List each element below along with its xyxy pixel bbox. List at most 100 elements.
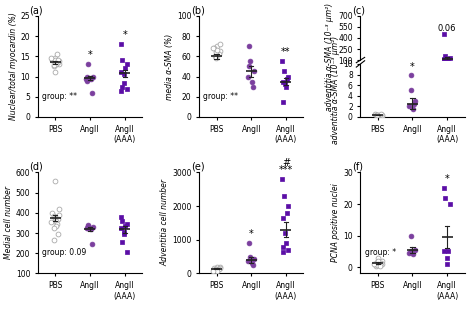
Point <box>89 225 96 230</box>
Point <box>249 84 257 89</box>
Point <box>373 113 381 118</box>
Point <box>84 224 92 229</box>
Point <box>283 76 291 81</box>
Point <box>407 88 415 93</box>
Point <box>118 218 126 224</box>
Text: *: * <box>122 30 127 40</box>
Point <box>84 62 92 67</box>
Point <box>440 186 447 191</box>
Point <box>377 261 384 266</box>
Point <box>441 195 449 200</box>
Point <box>410 107 417 112</box>
Point <box>246 241 253 246</box>
Point <box>123 221 131 226</box>
Point <box>377 112 384 117</box>
Point <box>411 65 419 70</box>
Point <box>211 54 219 59</box>
Point <box>373 263 380 268</box>
Text: group: **: group: ** <box>42 92 77 101</box>
Point <box>118 240 126 245</box>
Point <box>121 66 129 71</box>
Point <box>52 218 59 224</box>
Point <box>282 84 290 89</box>
Point <box>407 233 414 238</box>
Point <box>212 56 219 61</box>
Point <box>52 224 59 229</box>
Point <box>280 69 288 74</box>
Point <box>246 254 253 259</box>
Point <box>378 112 385 117</box>
Point <box>244 74 252 79</box>
Point <box>248 79 256 84</box>
Point <box>54 52 61 57</box>
Point <box>54 57 62 62</box>
Point <box>443 58 450 63</box>
Point <box>410 251 417 256</box>
Point <box>210 266 218 271</box>
Point <box>378 65 385 70</box>
Text: (b): (b) <box>191 5 205 15</box>
Point <box>279 59 286 64</box>
Text: *: * <box>88 50 92 60</box>
Point <box>212 267 219 273</box>
Point <box>118 214 125 219</box>
Point <box>407 64 414 69</box>
Y-axis label: media α-SMA (%): media α-SMA (%) <box>165 33 174 100</box>
Point <box>378 113 385 118</box>
Point <box>284 204 292 209</box>
Point <box>440 59 448 64</box>
Point <box>213 48 221 53</box>
Point <box>370 261 378 266</box>
Y-axis label: Nuclear/total myocardin (%): Nuclear/total myocardin (%) <box>9 12 18 120</box>
Point <box>88 242 96 247</box>
Text: **: ** <box>281 47 291 57</box>
Point <box>54 232 62 237</box>
Point <box>83 225 91 231</box>
Point <box>378 261 385 266</box>
Point <box>440 32 447 37</box>
Point <box>446 202 454 207</box>
Point <box>83 225 91 231</box>
Point <box>440 249 447 254</box>
Point <box>52 178 59 183</box>
Point <box>118 225 125 231</box>
Point <box>121 80 128 85</box>
Point <box>118 70 125 75</box>
Point <box>51 218 58 223</box>
Point <box>48 57 56 62</box>
Point <box>84 76 92 81</box>
Point <box>405 250 413 255</box>
Point <box>282 231 289 236</box>
Point <box>407 65 415 70</box>
Text: (c): (c) <box>352 5 365 15</box>
Point <box>443 255 450 260</box>
Point <box>407 72 414 77</box>
Point <box>283 210 291 215</box>
Point <box>217 42 224 47</box>
Point <box>118 88 125 93</box>
Point <box>282 81 289 86</box>
Point <box>374 65 382 70</box>
Point <box>54 216 62 221</box>
Text: *: * <box>249 229 254 239</box>
Point <box>121 232 128 237</box>
Y-axis label: PCNA positive nuclei: PCNA positive nuclei <box>331 183 340 262</box>
Point <box>374 112 381 117</box>
Text: #: # <box>282 158 290 168</box>
Point <box>54 60 62 65</box>
Point <box>246 44 253 49</box>
Point <box>217 265 224 270</box>
Point <box>443 58 451 63</box>
Text: *: * <box>410 62 415 72</box>
Point <box>212 266 219 272</box>
Y-axis label: adventitia α-SMA (10⁻³ μm²): adventitia α-SMA (10⁻³ μm²) <box>331 36 340 144</box>
Point <box>47 219 55 225</box>
Point <box>279 215 286 220</box>
Point <box>374 65 381 70</box>
Y-axis label: Medial cell number: Medial cell number <box>4 186 13 259</box>
Point <box>245 64 253 69</box>
Point <box>411 247 419 252</box>
Point <box>378 65 385 70</box>
Point <box>377 65 384 70</box>
Point <box>440 57 447 62</box>
